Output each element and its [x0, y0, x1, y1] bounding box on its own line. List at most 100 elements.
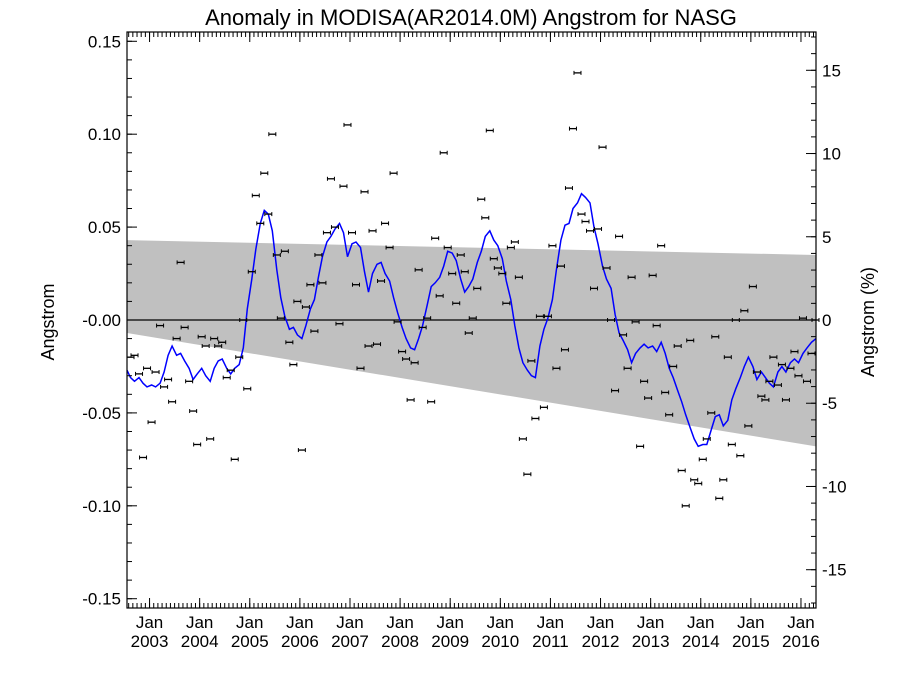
data-point	[669, 364, 678, 369]
x-tick-label-month: Jan	[587, 613, 614, 632]
data-point	[702, 436, 711, 441]
data-point	[143, 366, 152, 371]
y-tick-label-left: -0.10	[82, 497, 121, 516]
data-point	[180, 325, 189, 330]
data-point	[657, 243, 666, 248]
y-tick-label-right: -15	[822, 561, 847, 580]
data-point	[439, 150, 448, 155]
data-point	[356, 366, 365, 371]
data-point	[711, 334, 720, 339]
data-point	[410, 360, 419, 365]
data-point	[276, 316, 285, 321]
data-point	[330, 225, 339, 230]
data-point	[506, 245, 515, 250]
data-point	[201, 344, 210, 349]
data-point	[698, 457, 707, 462]
x-tick-label-month: Jan	[537, 613, 564, 632]
chart-title: Anomaly in MODISA(AR2014.0M) Angstrom fo…	[205, 5, 737, 30]
smoothed-line-layer	[126, 192, 817, 448]
data-point	[293, 299, 302, 304]
data-point	[418, 325, 427, 330]
data-point	[748, 284, 757, 289]
data-point	[510, 239, 519, 244]
data-point	[611, 388, 620, 393]
data-point	[627, 275, 636, 280]
data-point	[398, 349, 407, 354]
y-axis-label-left: Angstrom	[38, 283, 58, 360]
confidence-band	[127, 240, 816, 447]
data-point	[197, 334, 206, 339]
y-tick-label-right: 0	[822, 311, 831, 330]
data-point	[468, 316, 477, 321]
data-point	[607, 318, 616, 322]
data-point	[285, 340, 294, 345]
data-point	[757, 394, 766, 399]
data-point	[243, 386, 252, 391]
data-point	[306, 282, 315, 287]
data-point	[560, 347, 569, 352]
data-point	[777, 362, 786, 367]
data-point	[222, 375, 231, 380]
data-point	[577, 212, 586, 217]
x-tick-label-month: Jan	[386, 613, 413, 632]
x-tick-label-month: Jan	[236, 613, 263, 632]
data-point	[326, 176, 335, 181]
x-tick-label-year: 2008	[381, 632, 419, 651]
y-tick-label-left: 0.05	[88, 218, 121, 237]
data-point	[573, 70, 582, 75]
data-point	[164, 377, 173, 382]
data-point	[239, 318, 248, 322]
data-point	[210, 336, 219, 341]
data-point	[590, 286, 599, 291]
x-tick-label-year: 2014	[682, 632, 720, 651]
data-point	[798, 316, 807, 321]
data-point	[301, 304, 310, 309]
x-tick-label-year: 2015	[732, 632, 770, 651]
data-point	[464, 331, 473, 336]
data-point	[172, 336, 181, 341]
data-point	[260, 171, 269, 176]
data-point	[744, 423, 753, 428]
x-tick-label-month: Jan	[737, 613, 764, 632]
data-point	[272, 252, 281, 257]
data-point	[251, 193, 260, 198]
data-point	[189, 409, 198, 414]
data-point	[297, 448, 306, 453]
data-point	[314, 252, 323, 257]
data-point	[448, 271, 457, 276]
data-point	[289, 362, 298, 367]
data-point	[147, 420, 156, 425]
data-point	[694, 481, 703, 486]
x-tick-label-year: 2003	[131, 632, 169, 651]
x-tick-label-month: Jan	[436, 613, 463, 632]
data-point	[498, 271, 507, 276]
data-point	[690, 477, 699, 482]
data-point	[235, 355, 244, 360]
data-point	[368, 228, 377, 233]
data-point	[218, 340, 227, 345]
data-point	[406, 397, 415, 402]
data-point	[402, 357, 411, 362]
x-tick-label-year: 2007	[331, 632, 369, 651]
data-point	[485, 128, 494, 133]
x-tick-label-month: Jan	[787, 613, 814, 632]
data-point	[477, 197, 486, 202]
data-point	[673, 344, 682, 349]
data-point	[543, 314, 552, 319]
data-point	[727, 442, 736, 447]
data-point	[723, 355, 732, 360]
data-point	[443, 245, 452, 250]
data-point	[790, 349, 799, 354]
data-point	[460, 269, 469, 274]
data-point	[564, 186, 573, 191]
x-tick-label-month: Jan	[136, 613, 163, 632]
data-point	[473, 286, 482, 291]
data-point	[765, 379, 774, 384]
data-point	[130, 353, 139, 358]
data-point	[168, 399, 177, 404]
data-point	[256, 221, 265, 226]
data-point	[594, 226, 603, 231]
y-tick-label-left: -0.05	[82, 404, 121, 423]
data-point	[360, 189, 369, 194]
